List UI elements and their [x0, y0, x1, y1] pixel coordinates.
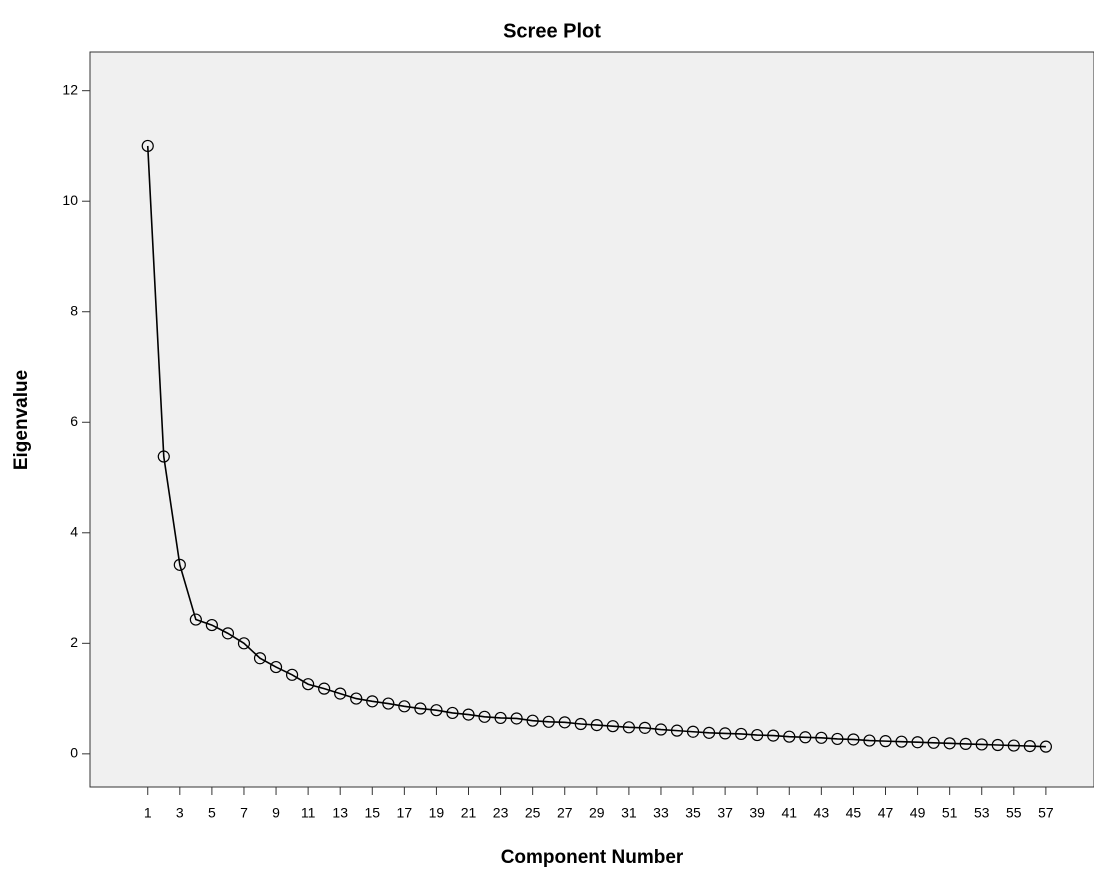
x-tick-label: 33 [653, 805, 669, 821]
x-tick-label: 55 [1006, 805, 1022, 821]
x-tick-label: 37 [717, 805, 733, 821]
chart-title: Scree Plot [503, 20, 601, 42]
x-tick-label: 7 [240, 805, 248, 821]
chart: Scree Plot Component Number Eigenvalue 0… [0, 0, 1094, 870]
x-tick-label: 39 [749, 805, 765, 821]
x-tick-label: 27 [557, 805, 573, 821]
y-tick-label: 4 [70, 523, 78, 539]
x-axis-label: Component Number [501, 847, 684, 868]
y-tick-label: 10 [62, 192, 78, 208]
x-tick-label: 23 [493, 805, 509, 821]
x-tick-label: 31 [621, 805, 637, 821]
y-axis-label: Eigenvalue [11, 370, 32, 470]
x-tick-label: 41 [781, 805, 797, 821]
x-tick-label: 25 [525, 805, 541, 821]
x-tick-label: 3 [176, 805, 184, 821]
x-tick-label: 43 [814, 805, 830, 821]
x-tick-label: 17 [397, 805, 413, 821]
x-tick-label: 11 [301, 805, 316, 821]
x-tick-label: 35 [685, 805, 701, 821]
y-tick-label: 0 [70, 745, 78, 761]
x-tick-label: 5 [208, 805, 216, 821]
y-tick-label: 12 [62, 81, 78, 97]
y-tick-label: 2 [70, 634, 78, 650]
x-tick-label: 53 [974, 805, 990, 821]
x-tick-label: 21 [461, 805, 477, 821]
x-tick-label: 47 [878, 805, 894, 821]
x-tick-label: 57 [1038, 805, 1054, 821]
y-tick-label: 6 [70, 413, 78, 429]
x-tick-label: 45 [846, 805, 862, 821]
x-tick-label: 49 [910, 805, 926, 821]
x-tick-label: 29 [589, 805, 605, 821]
y-tick-label: 8 [70, 302, 78, 318]
x-tick-label: 15 [364, 805, 380, 821]
x-tick-label: 13 [332, 805, 348, 821]
x-tick-label: 51 [942, 805, 958, 821]
x-tick-label: 1 [144, 805, 152, 821]
plot-area [90, 52, 1094, 787]
x-tick-label: 19 [429, 805, 445, 821]
x-tick-label: 9 [272, 805, 280, 821]
page: Scree Plot Component Number Eigenvalue 0… [0, 0, 1094, 870]
